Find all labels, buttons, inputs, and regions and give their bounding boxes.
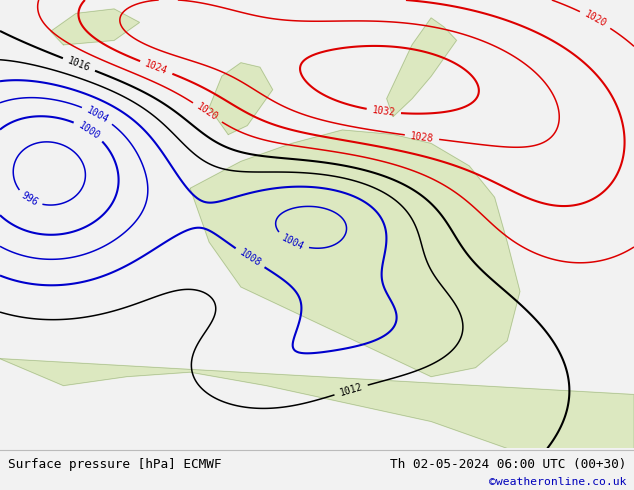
Polygon shape bbox=[209, 63, 273, 135]
Text: ©weatheronline.co.uk: ©weatheronline.co.uk bbox=[489, 477, 626, 487]
Text: 1004: 1004 bbox=[280, 233, 306, 252]
Polygon shape bbox=[387, 18, 456, 117]
Text: 1008: 1008 bbox=[238, 247, 262, 269]
Text: 1024: 1024 bbox=[143, 58, 169, 76]
Text: 1000: 1000 bbox=[77, 120, 101, 141]
Text: 1020: 1020 bbox=[195, 102, 220, 123]
Text: 996: 996 bbox=[20, 191, 40, 208]
Text: Surface pressure [hPa] ECMWF: Surface pressure [hPa] ECMWF bbox=[8, 458, 221, 471]
Text: 1004: 1004 bbox=[85, 105, 110, 125]
Polygon shape bbox=[190, 130, 520, 377]
Polygon shape bbox=[0, 359, 634, 448]
Polygon shape bbox=[51, 9, 139, 45]
Text: 1012: 1012 bbox=[339, 382, 364, 398]
Text: Th 02-05-2024 06:00 UTC (00+30): Th 02-05-2024 06:00 UTC (00+30) bbox=[390, 458, 626, 471]
Text: 1016: 1016 bbox=[66, 55, 92, 74]
Text: 1032: 1032 bbox=[372, 105, 396, 118]
Text: 1028: 1028 bbox=[410, 131, 434, 144]
Text: 1020: 1020 bbox=[583, 9, 608, 29]
